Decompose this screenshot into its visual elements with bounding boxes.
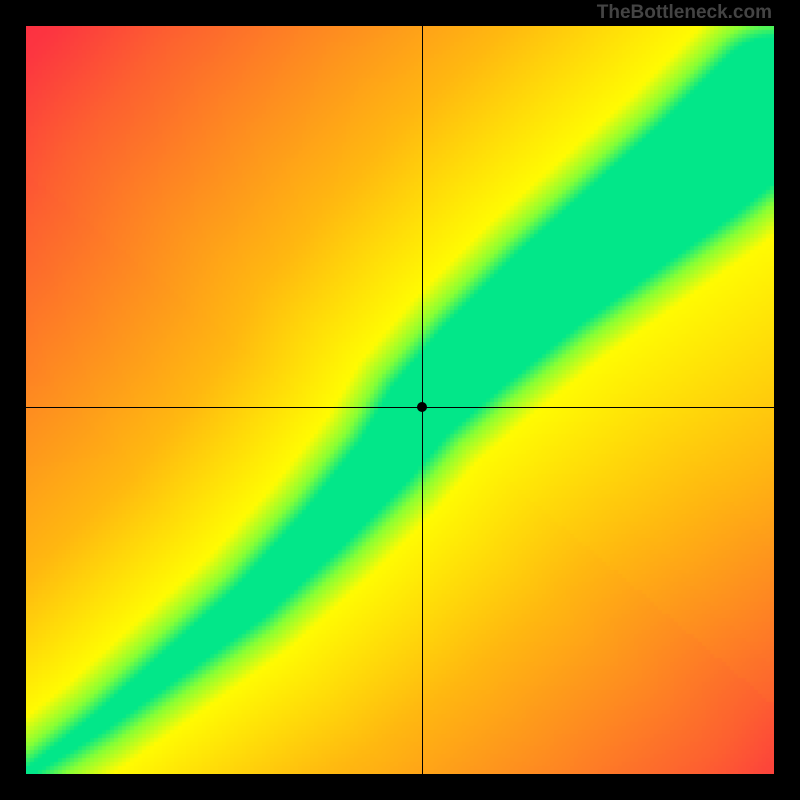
crosshair-marker-dot [417,402,427,412]
heatmap-plot-area [26,26,774,774]
crosshair-vertical [422,26,423,774]
crosshair-horizontal [26,407,774,408]
heatmap-canvas [26,26,774,774]
watermark-text: TheBottleneck.com [597,2,772,24]
